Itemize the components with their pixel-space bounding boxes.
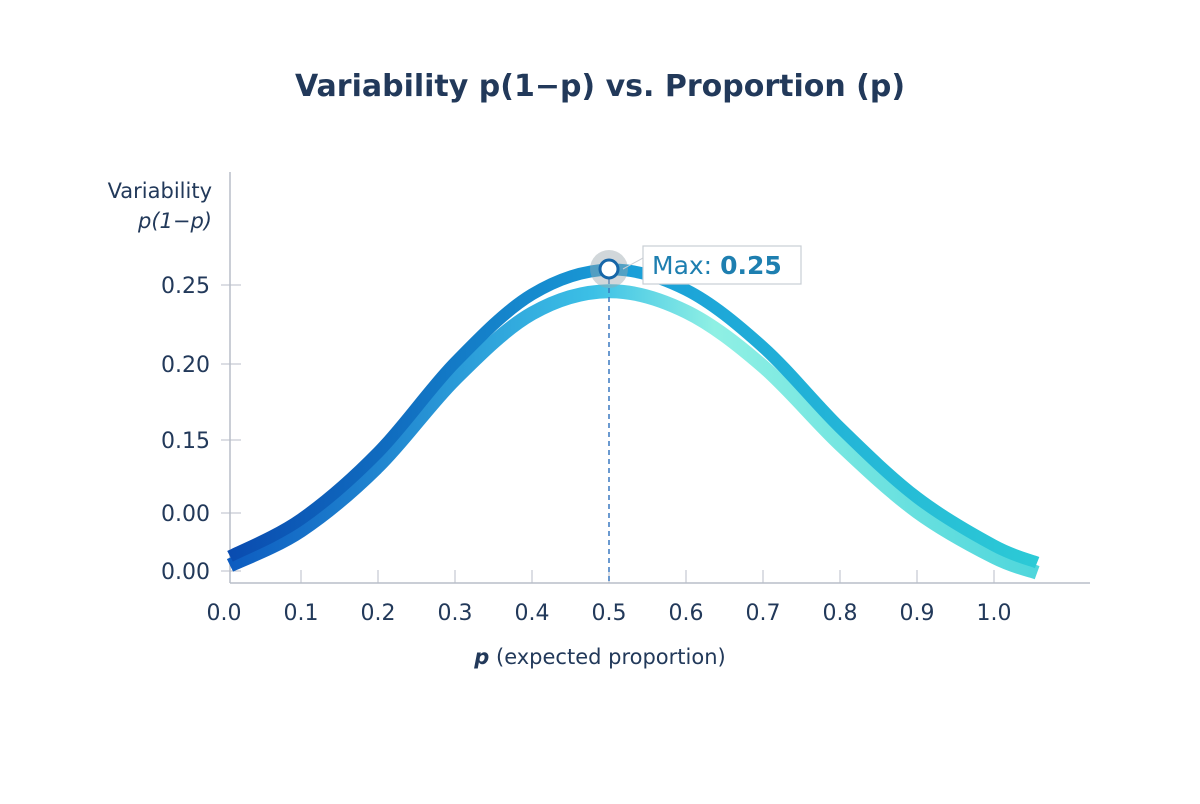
y-tick-label: 0.15 <box>161 429 210 454</box>
y-axis-label-line1: Variability <box>108 179 212 203</box>
max-marker[interactable] <box>598 258 620 280</box>
series-band <box>226 284 1040 580</box>
x-tick-label: 0.2 <box>361 601 396 626</box>
annotation-text: Max: 0.25 <box>652 251 782 280</box>
x-tick-label: 0.6 <box>669 601 704 626</box>
x-tick-label: 0.9 <box>900 601 935 626</box>
y-tick-label: 0.20 <box>161 353 210 378</box>
y-tick-label: 0.00 <box>161 502 210 527</box>
chart-title: Variability p(1−p) vs. Proportion (p) <box>295 69 905 104</box>
annotation-box <box>642 245 802 285</box>
x-axis-label: p (expected proportion) <box>473 645 725 669</box>
x-tick-label: 0.8 <box>823 601 858 626</box>
x-tick-label: 0.0 <box>207 601 242 626</box>
series-line <box>227 263 1040 569</box>
x-tick-label: 0.4 <box>515 601 550 626</box>
x-tick-label: 0.5 <box>592 601 627 626</box>
x-tick-label: 0.1 <box>284 601 319 626</box>
y-tick-label: 0.00 <box>161 560 210 585</box>
annotation-leader <box>622 257 644 270</box>
x-tick-label: 1.0 <box>977 601 1012 626</box>
x-tick-label: 0.7 <box>746 601 781 626</box>
y-tick-label: 0.25 <box>161 274 210 299</box>
y-axis-label-line2: p(1−p) <box>137 209 212 233</box>
x-tick-label: 0.3 <box>438 601 473 626</box>
